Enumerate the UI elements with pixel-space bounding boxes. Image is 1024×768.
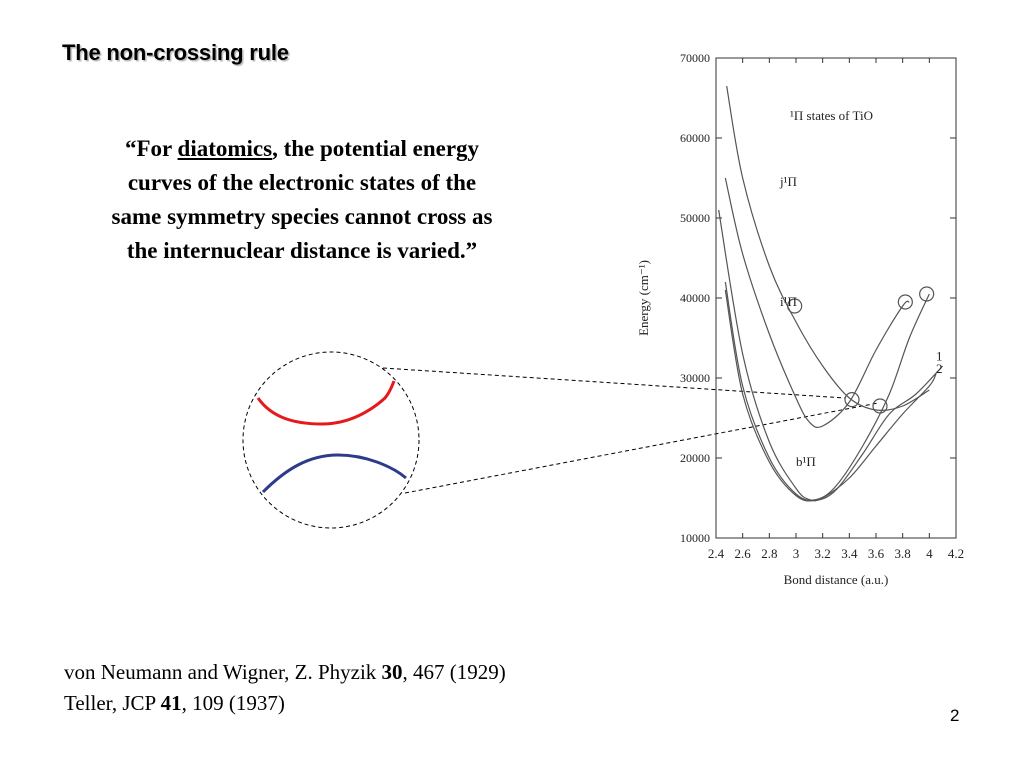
reference-1-volume: 30 [381,660,403,684]
quote-line-3: same symmetry species cannot cross as [111,204,493,229]
page-number: 2 [950,706,960,725]
reference-2-text: Teller, JCP [64,691,161,715]
x-tick-label: 4 [926,546,933,561]
x-tick-label: 2.6 [735,546,752,561]
crossing-markers [787,286,935,414]
series-group [718,85,944,502]
inset-upper-curve [256,380,396,426]
x-axis-label: Bond distance (a.u.) [784,572,889,587]
x-tick-label: 4.2 [948,546,964,561]
series-line-4 [724,281,930,501]
y-tick-label: 70000 [680,51,710,65]
x-tick-label: 2.4 [708,546,725,561]
curve-labels: j¹Π i¹Π b¹Π 12 [779,174,943,469]
connector-line-lower [404,402,879,494]
series-line-5 [724,289,944,502]
curve-label: 2 [936,361,943,376]
reference-1-text: von Neumann and Wigner, Z. Phyzik [64,660,382,684]
avoided-crossing-marker [897,294,913,310]
inset-circle [242,351,420,529]
quote-rest: , the potential energy [272,136,480,161]
y-tick-label: 40000 [680,291,710,305]
x-tick-label: 2.8 [761,546,777,561]
curve-label: b¹Π [796,454,816,469]
y-tick-label: 30000 [680,371,710,385]
chart-title: ¹Π states of TiO [790,108,873,123]
avoided-crossing-marker [787,298,803,314]
avoided-crossing-marker [919,286,935,302]
x-tick-label: 3 [793,546,800,561]
series-line-2 [724,177,910,429]
y-tick-label: 10000 [680,531,710,545]
series-line-1 [726,85,930,412]
avoided-crossing-marker [872,398,888,414]
connector-line-upper [382,367,846,399]
y-tick-label: 20000 [680,451,710,465]
quote-line-4: the internuclear distance is varied.” [126,238,478,263]
avoided-crossing-marker [844,392,860,408]
references: von Neumann and Wigner, Z. Phyzik 30, 46… [64,657,506,719]
y-tick-label: 50000 [680,211,710,225]
reference-1-pages: , 467 (1929) [402,660,506,684]
x-tick-label: 3.6 [868,546,885,561]
reference-2-volume: 41 [160,691,182,715]
reference-2-pages: , 109 (1937) [181,691,285,715]
plot-frame [715,57,957,539]
quote-term: diatomics [177,136,273,161]
axis-ticks: 2.4 2.6 2.8 3 3.2 3.4 3.6 3.8 4 4.2 10000 20000 3000… [680,51,964,561]
y-tick-label: 60000 [680,131,710,145]
curve-label: j¹Π [779,174,797,189]
x-tick-label: 3.8 [895,546,911,561]
quote-block: “For diatomics, the potential energy cur… [62,132,542,268]
x-tick-label: 3.2 [815,546,831,561]
quote-line-1: “For diatomics, the potential energy [62,132,542,166]
slide-title: The non-crossing rule [62,40,289,65]
quote-open: “For [124,136,178,161]
x-tick-label: 3.4 [841,546,858,561]
y-axis-label: Energy (cm⁻¹) [636,260,651,336]
reference-2: Teller, JCP 41, 109 (1937) [64,688,506,719]
curve-label: 1 [936,348,943,363]
reference-1: von Neumann and Wigner, Z. Phyzik 30, 46… [64,657,506,688]
curve-label: i¹Π [780,294,797,309]
quote-line-2: curves of the electronic states of the [127,170,477,195]
inset-lower-curve [261,453,407,494]
